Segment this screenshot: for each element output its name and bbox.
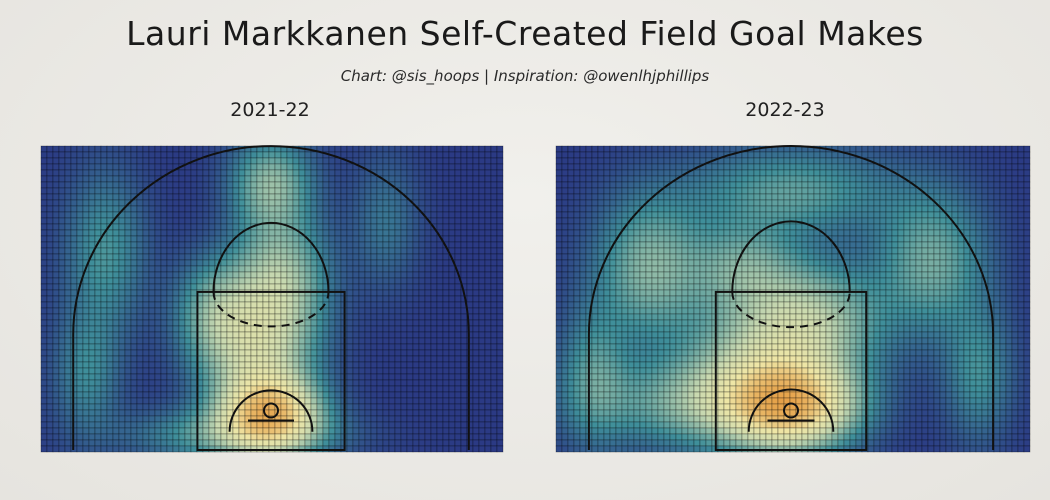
heatmap-panel-2021-22 [40,145,504,453]
free-throw-circle-bottom [731,291,851,329]
restricted-area-arc [228,389,314,432]
free-throw-circle-bottom [212,291,330,328]
heatmap-cells [555,145,1031,453]
chart-title: Lauri Markkanen Self-Created Field Goal … [126,14,924,53]
rim [263,402,279,419]
three-point-line [72,145,470,450]
paint-lane [714,290,868,451]
panel-title-2021-22: 2021-22 [230,99,310,121]
rim [783,402,799,419]
three-point-line [587,145,995,450]
heatmap-2021-22 [40,145,504,453]
paint-lane [196,290,346,451]
court-lines [587,145,995,451]
free-throw-circle-top [731,220,851,292]
restricted-area-arc [747,388,835,432]
heatmap-2022-23 [555,145,1031,453]
heatmap-panel-2022-23 [555,145,1031,453]
panel-title-2022-23: 2022-23 [745,99,825,121]
free-throw-circle-top [212,221,330,292]
court-lines [72,145,470,451]
heatmap-cells [40,145,504,453]
chart-subtitle: Chart: @sis_hoops | Inspiration: @owenlh… [340,67,710,85]
